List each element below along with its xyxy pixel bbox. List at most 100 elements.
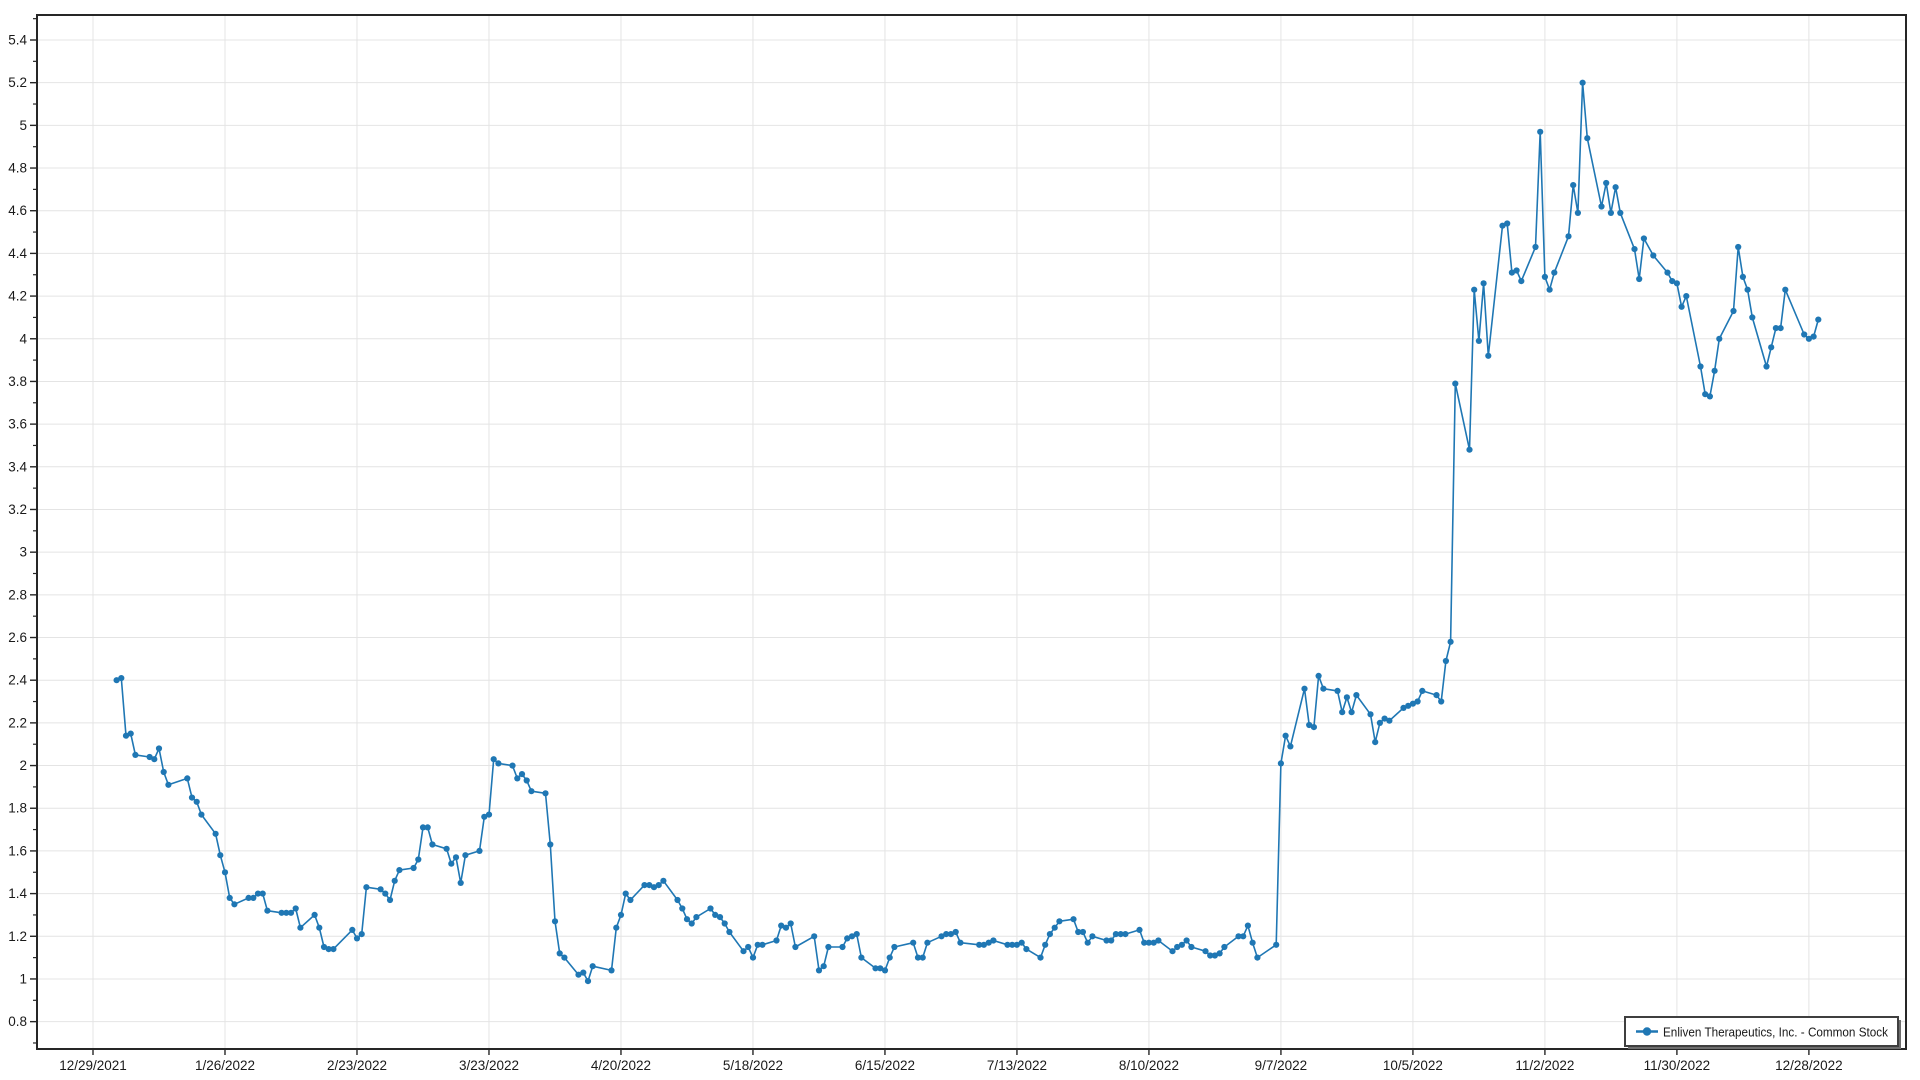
data-point-marker (952, 928, 959, 936)
data-point-marker (938, 933, 945, 940)
y-tick-label: 4.8 (8, 161, 27, 176)
data-point-marker (1372, 739, 1379, 746)
y-tick-label: 3.8 (8, 374, 27, 389)
data-point-marker (886, 954, 893, 961)
data-point-marker (528, 788, 535, 795)
data-point-marker (254, 890, 262, 897)
data-point-marker (325, 946, 332, 953)
data-point-marker (754, 941, 761, 948)
data-point-marker (476, 847, 483, 855)
data-point-marker (1070, 916, 1077, 923)
data-point-marker (1046, 931, 1053, 938)
data-point-marker (674, 896, 681, 904)
data-point-marker (1574, 209, 1581, 216)
data-point-marker (1009, 941, 1016, 948)
data-point-marker (858, 954, 865, 961)
data-point-marker (1405, 702, 1412, 709)
data-point-marker (391, 877, 398, 884)
data-point-marker (415, 856, 422, 863)
data-point-marker (1207, 952, 1214, 959)
data-point-marker (716, 914, 724, 921)
data-point-marker (311, 911, 318, 919)
data-point-marker (1282, 732, 1289, 739)
legend[interactable]: Enliven Therapeutics, Inc. - Common Stoc… (1624, 1016, 1901, 1049)
data-point-marker (184, 775, 191, 782)
data-point-marker (1381, 715, 1388, 722)
plot-area[interactable] (37, 15, 1906, 1049)
data-point-marker (688, 920, 695, 927)
data-point-marker (660, 877, 667, 884)
data-point-marker (943, 931, 950, 938)
data-point-marker (1056, 918, 1063, 925)
data-point-marker (1683, 293, 1690, 300)
data-point-marker (782, 924, 790, 931)
data-point-marker (1419, 687, 1426, 695)
data-point-marker (349, 926, 356, 934)
data-point-marker (1202, 948, 1209, 955)
data-point-marker (1640, 235, 1647, 242)
data-point-marker (811, 933, 818, 940)
data-point-marker (396, 867, 403, 874)
data-point-marker (1518, 278, 1525, 285)
data-point-marker (1004, 941, 1011, 948)
data-point-marker (1301, 685, 1308, 692)
data-point-marker (1749, 314, 1756, 321)
y-tick-label: 5.4 (8, 33, 27, 48)
data-point-marker (679, 905, 686, 912)
data-point-marker (622, 890, 629, 897)
data-point-marker (132, 751, 139, 759)
data-point-marker (1631, 246, 1638, 253)
y-tick-label: 2.4 (8, 673, 27, 688)
data-point-marker (712, 911, 719, 919)
data-point-marker (122, 732, 130, 739)
x-tick-label: 9/7/2022 (1255, 1058, 1308, 1073)
data-point-marker (1075, 928, 1082, 936)
y-tick-label: 2.2 (8, 715, 27, 730)
data-point-marker (1089, 933, 1096, 940)
data-point-marker (1565, 233, 1572, 240)
data-point-marker (155, 745, 163, 752)
data-point-marker (1513, 267, 1520, 274)
data-point-marker (1598, 203, 1605, 210)
data-point-marker (1499, 222, 1506, 229)
data-point-marker (1669, 278, 1676, 285)
data-point-marker (613, 924, 620, 931)
data-point-marker (1174, 943, 1181, 951)
data-point-marker (226, 894, 233, 902)
data-point-marker (707, 905, 714, 912)
data-point-marker (1763, 363, 1770, 370)
data-point-marker (749, 954, 757, 961)
x-tick-label: 6/15/2022 (855, 1058, 915, 1073)
data-point-marker (151, 756, 158, 763)
data-point-marker (250, 894, 257, 902)
data-point-marker (1805, 335, 1812, 342)
data-point-marker (1739, 273, 1746, 280)
data-point-marker (947, 931, 955, 938)
data-point-marker (1254, 954, 1261, 961)
data-point-marker (353, 935, 361, 942)
data-point-marker (1678, 303, 1685, 310)
data-point-marker (1240, 933, 1247, 940)
data-point-marker (627, 896, 634, 904)
x-tick-label: 5/18/2022 (723, 1058, 783, 1073)
data-point-marker (990, 937, 997, 944)
data-point-marker (1452, 380, 1459, 387)
data-point-marker (1141, 939, 1148, 946)
data-point-marker (891, 943, 898, 951)
data-point-marker (429, 841, 436, 848)
data-point-marker (1716, 335, 1723, 342)
data-point-marker (1537, 128, 1544, 135)
y-tick-label: 2 (19, 758, 27, 773)
data-point-marker (1037, 954, 1044, 961)
x-tick-label: 7/13/2022 (987, 1058, 1047, 1073)
data-point-marker (297, 924, 304, 931)
data-point-marker (127, 730, 134, 737)
y-tick-label: 2.6 (8, 630, 27, 645)
data-point-marker (815, 967, 823, 974)
data-point-marker (259, 890, 266, 897)
data-point-marker (1188, 943, 1195, 951)
data-point-marker (382, 890, 389, 897)
data-point-marker (1084, 939, 1091, 946)
data-point-marker (1617, 209, 1624, 216)
